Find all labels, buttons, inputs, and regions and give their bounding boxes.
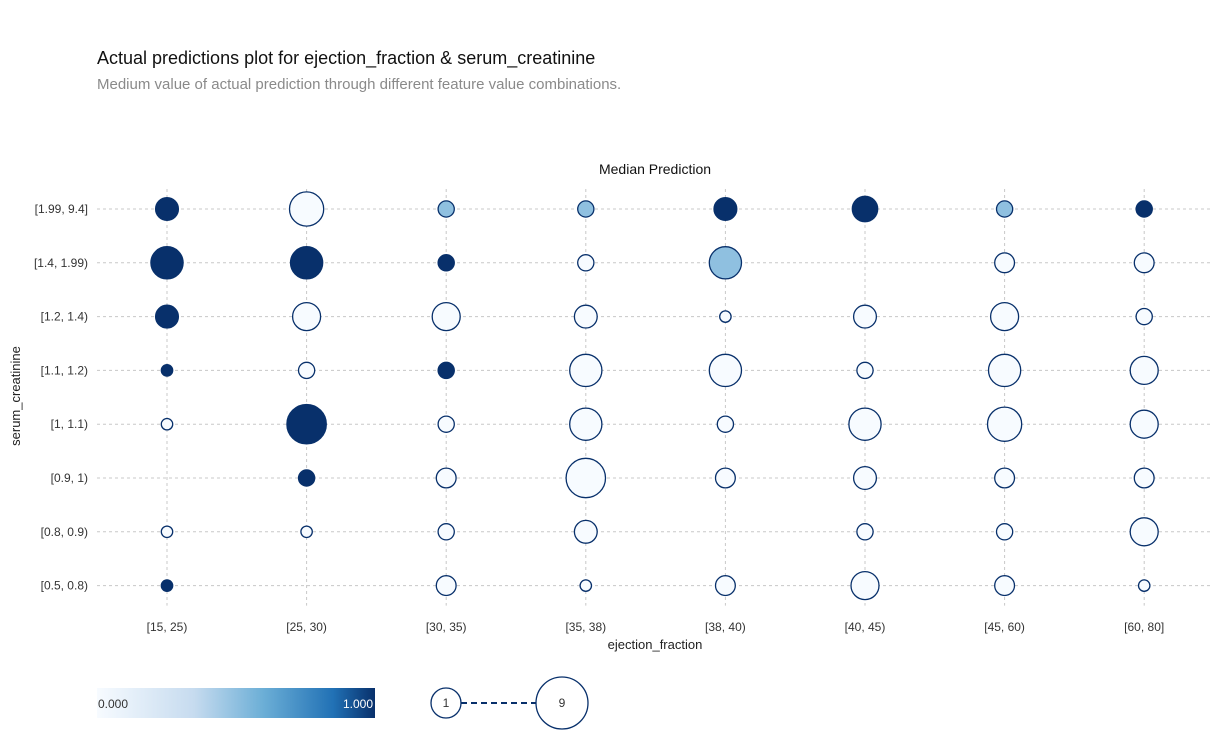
bubble-point	[850, 570, 880, 601]
x-tick-label: [30, 35)	[426, 620, 467, 634]
bubble-point	[150, 246, 184, 280]
bubble-point	[160, 525, 174, 539]
bubble-point	[297, 469, 316, 487]
bubble-point	[437, 415, 455, 433]
y-tick-label: [1.1, 1.2)	[41, 363, 88, 377]
bubble-point	[852, 465, 878, 491]
bubble-point	[856, 523, 874, 541]
colorbar	[97, 688, 375, 718]
axis-ticks: [1.99, 9.4] [1.4, 1.99) [1.2, 1.4) [1.1, 1.…	[34, 202, 1164, 634]
bubble-point	[719, 310, 732, 323]
x-tick-label: [35, 38)	[565, 620, 606, 634]
bubble-point	[989, 301, 1020, 332]
x-tick-label: [60, 80]	[1124, 620, 1164, 634]
bubble-point	[577, 254, 595, 272]
bubble-point	[1129, 517, 1159, 547]
bubble-point	[437, 361, 455, 380]
y-tick-label: [0.8, 0.9)	[41, 525, 88, 539]
bubble-point	[577, 200, 595, 218]
plot-title: Median Prediction	[599, 161, 711, 177]
bubble-point	[154, 196, 180, 222]
bubble-point	[708, 353, 743, 388]
x-tick-label: [15, 25)	[147, 620, 188, 634]
bubble-point	[1129, 355, 1159, 386]
bubble-point	[1137, 579, 1151, 592]
bubble-point	[435, 467, 457, 489]
bubble-point	[286, 403, 327, 445]
x-axis-label: ejection_fraction	[608, 637, 703, 652]
bubble-point	[569, 407, 603, 441]
bubble-point	[1135, 200, 1153, 218]
bubble-point	[1133, 467, 1155, 489]
bubble-point	[986, 406, 1023, 442]
bubble-point	[431, 301, 461, 332]
size-legend-large-label: 9	[559, 696, 566, 710]
x-tick-label: [25, 30)	[286, 620, 327, 634]
bubble-point	[716, 415, 735, 433]
bubble-point	[708, 246, 743, 280]
bubble-point	[995, 523, 1014, 541]
bubble-point	[160, 579, 174, 592]
y-tick-label: [1.99, 9.4]	[35, 202, 88, 216]
bubble-point	[714, 467, 736, 489]
x-tick-label: [40, 45)	[845, 620, 886, 634]
bubble-point	[573, 304, 598, 329]
y-tick-label: [0.9, 1)	[51, 471, 88, 485]
bubble-point	[300, 525, 313, 539]
bubble-point	[851, 195, 879, 223]
bubble-point	[1135, 307, 1153, 326]
size-legend-large	[535, 676, 589, 730]
bubble-marks	[150, 191, 1159, 601]
bubble-point	[995, 200, 1014, 218]
bubble-point	[848, 407, 882, 441]
bubble-point	[288, 191, 325, 227]
bubble-point	[160, 364, 174, 377]
y-tick-label: [1.2, 1.4)	[41, 310, 88, 324]
size-legend-small-label: 1	[443, 696, 450, 710]
colorbar-min-label: 0.000	[98, 697, 128, 711]
size-legend-small	[430, 687, 462, 719]
bubble-point	[297, 361, 316, 380]
bubble-point	[437, 200, 455, 218]
grid-lines	[97, 189, 1213, 606]
bubble-point	[289, 246, 324, 280]
y-axis-label: serum_creatinine	[8, 346, 23, 446]
bubble-point	[713, 196, 738, 222]
x-tick-label: [45, 60)	[984, 620, 1025, 634]
bubble-point	[573, 519, 598, 544]
bubble-point	[994, 467, 1016, 489]
bubble-point	[994, 575, 1016, 597]
bubble-point	[1133, 252, 1155, 274]
bubble-point	[579, 579, 593, 592]
bubble-point	[852, 304, 878, 329]
colorbar-max-label: 1.000	[343, 697, 373, 711]
y-tick-label: [1.4, 1.99)	[34, 256, 88, 270]
chart-subtitle: Medium value of actual prediction throug…	[97, 76, 622, 93]
bubble-point	[565, 457, 607, 499]
bubble-point	[987, 353, 1022, 388]
bubble-point	[435, 575, 457, 597]
bubble-point	[291, 301, 322, 332]
bubble-point	[714, 575, 736, 597]
y-tick-label: [0.5, 0.8)	[41, 579, 88, 593]
bubble-point	[154, 304, 180, 329]
bubble-point	[1129, 409, 1159, 439]
bubble-point	[437, 523, 455, 541]
bubble-point	[569, 353, 603, 388]
bubble-point	[994, 252, 1016, 274]
bubble-point	[160, 417, 174, 431]
y-tick-label: [1, 1.1)	[51, 417, 88, 431]
bubble-point	[856, 361, 874, 380]
x-tick-label: [38, 40)	[705, 620, 746, 634]
chart-title: Actual predictions plot for ejection_fra…	[97, 48, 596, 68]
bubble-point	[437, 254, 455, 272]
